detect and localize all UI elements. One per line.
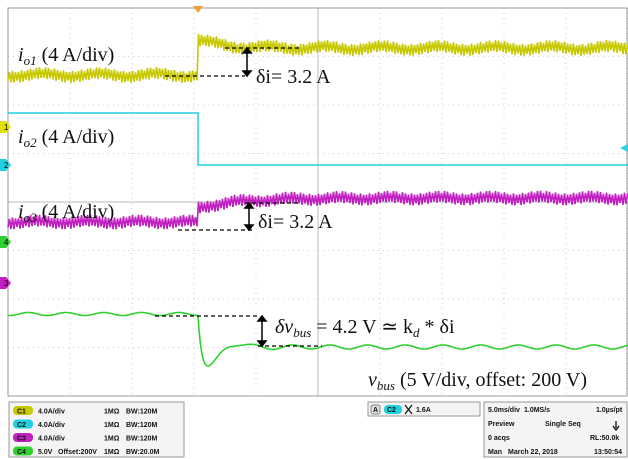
text: * δi [420,316,455,338]
oscilloscope-screen: 1243 io1 (4 A/div) δi= 3.2 A io2 (4 A/di… [0,0,628,459]
text: (4 A/div) [37,126,115,148]
acq-date: March 22, 2018 [508,449,558,456]
channel-marker-label: 1 [4,123,9,132]
channel-marker-label: 3 [4,279,9,288]
channel-marker-label: 2 [4,161,9,170]
trigger-mode: A [373,407,378,414]
channel-bandwidth: BW:120M [126,409,158,416]
channel-marker-label: 4 [4,238,9,247]
text: (4 A/div) [37,201,115,223]
text: = 4.2 V ≃ k [311,316,413,338]
channel-impedance: 1MΩ [104,436,120,443]
acq-state: Preview [488,421,515,428]
channel-bandwidth: BW:120M [126,436,158,443]
channel-impedance: 1MΩ [104,422,120,429]
subscript: o3 [24,210,38,225]
subscript: o2 [24,135,38,150]
channel-name: C1 [17,409,26,416]
trigger-level: 1.6A [416,407,431,414]
channel-scale: 4.0A/div [38,409,65,416]
channel-scale: 4.0A/div [38,436,65,443]
channel-bandwidth: BW:20.0M [126,449,159,456]
channel-scale: 4.0A/div [38,422,65,429]
label-vbus: vbus (5 V/div, offset: 200 V) [368,369,587,393]
acq-timebase: 5.0ms/div [488,407,520,414]
trigger-source: C2 [387,407,396,414]
channel-name: C2 [17,422,26,429]
channel-impedance: 1MΩ [104,409,120,416]
subscript: bus [293,325,311,340]
text: (5 V/div, offset: 200 V) [395,369,587,391]
acq-time: 13:50:54 [594,449,622,456]
channel-bandwidth: BW:120M [126,422,158,429]
acq-count: 0 acqs [488,435,510,442]
acq-resolution: 1.0µs/pt [596,407,623,414]
symbol: δv [275,316,293,338]
label-delta-io3: δi= 3.2 A [258,211,333,233]
acq-rate: 1.0MS/s [524,407,550,414]
text: (4 A/div) [37,44,115,66]
label-delta-io1: δi= 3.2 A [256,66,331,88]
channel-name: C4 [17,449,26,456]
symbol: v [368,369,377,391]
acq-run: Single Seq [545,421,581,428]
subscript: bus [377,378,395,393]
acq-length: RL:50.0k [590,435,619,442]
acq-trigger-type: Man [488,449,502,456]
subscript: o1 [24,53,37,68]
channel-impedance: 1MΩ [104,449,120,456]
channel-scale: 5.0V [38,449,53,456]
channel-offset: Offset:200V [58,449,97,456]
channel-name: C3 [17,436,26,443]
